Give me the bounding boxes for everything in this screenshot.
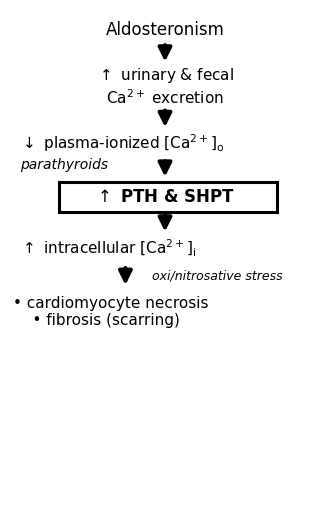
FancyBboxPatch shape [59, 182, 277, 212]
Text: $\uparrow$ urinary & fecal
Ca$^{2+}$ excretion: $\uparrow$ urinary & fecal Ca$^{2+}$ exc… [97, 66, 233, 107]
Text: $\uparrow$ intracellular [Ca$^{2+}$]$_\mathrm{i}$: $\uparrow$ intracellular [Ca$^{2+}$]$_\m… [20, 238, 196, 259]
Text: parathyroids: parathyroids [20, 158, 108, 173]
Text: Aldosteronism: Aldosteronism [106, 21, 224, 39]
Text: $\uparrow$ PTH & SHPT: $\uparrow$ PTH & SHPT [94, 188, 236, 206]
Text: $\downarrow$ plasma-ionized [Ca$^{2+}$]$_\mathrm{o}$: $\downarrow$ plasma-ionized [Ca$^{2+}$]$… [20, 132, 224, 154]
Text: • cardiomyocyte necrosis
    • fibrosis (scarring): • cardiomyocyte necrosis • fibrosis (sca… [13, 296, 209, 328]
Text: oxi/nitrosative stress: oxi/nitrosative stress [152, 270, 282, 283]
